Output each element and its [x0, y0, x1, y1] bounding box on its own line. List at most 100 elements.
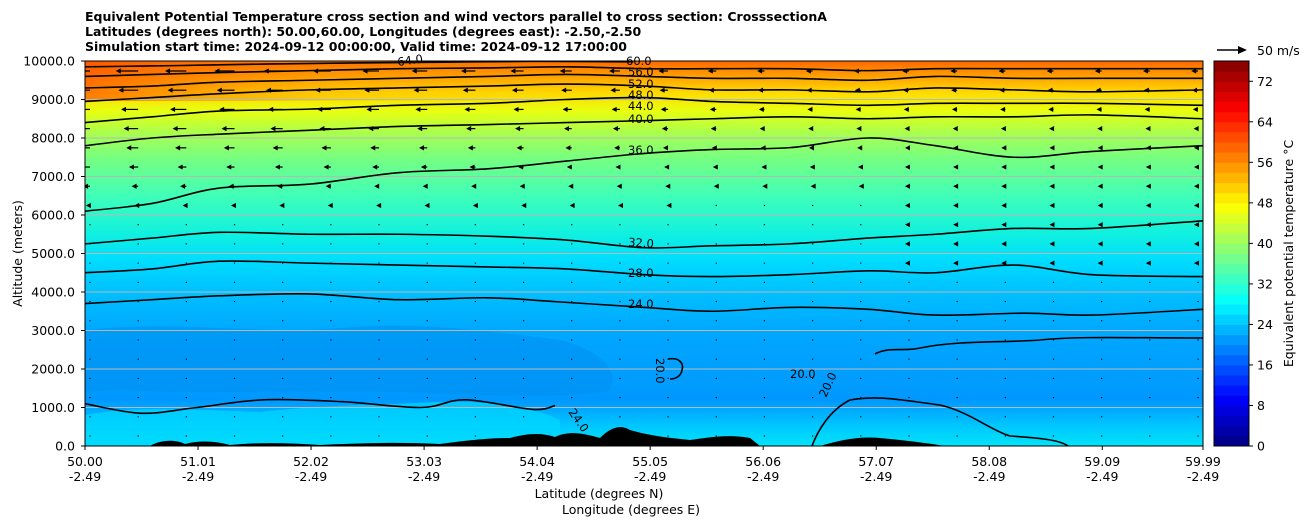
vector-head — [1194, 145, 1199, 151]
vector-dot — [233, 358, 236, 360]
vector-dot — [282, 262, 284, 264]
vector-head — [274, 164, 280, 170]
vector-dot — [1149, 396, 1151, 399]
vector-dot — [1052, 358, 1055, 360]
vector-dot — [1101, 396, 1103, 399]
vector-dot — [282, 377, 284, 379]
vector-dot — [89, 358, 91, 360]
vector-dot — [667, 435, 669, 437]
vector-head — [376, 202, 382, 209]
vector-head — [1049, 183, 1055, 189]
vector-dot — [282, 320, 284, 322]
vector-head — [216, 87, 222, 93]
vector-head — [1046, 68, 1052, 74]
vector-head — [758, 87, 764, 93]
vector-dot — [474, 396, 476, 399]
x-tick-label-lon-53.03: -2.49 — [408, 469, 440, 484]
colorbar-band — [1214, 212, 1249, 224]
vector-dot — [1004, 435, 1006, 437]
vector-dot — [667, 281, 669, 283]
vector-head — [1049, 222, 1055, 228]
vector-dot — [763, 300, 766, 303]
vector-head — [1192, 87, 1198, 93]
vector-head — [515, 126, 521, 132]
vector-head — [856, 126, 862, 132]
vector-head — [1001, 202, 1007, 209]
y-tick-label-3000.0: 3000.0 — [31, 323, 75, 338]
orography — [150, 427, 945, 446]
vector-dot — [812, 224, 814, 226]
vector-dot — [1004, 320, 1006, 322]
vector-head — [75, 126, 80, 131]
vector-head — [313, 68, 319, 74]
vector-head — [214, 68, 220, 74]
vector-dot — [1149, 339, 1151, 341]
vector-head — [1145, 222, 1151, 228]
vector-head — [374, 183, 380, 189]
vector-dot — [619, 262, 621, 264]
vector-head — [1192, 106, 1198, 113]
contour-label-60: 60.0 — [626, 54, 652, 68]
vector-dot — [860, 224, 862, 226]
vector-head — [904, 183, 910, 189]
vector-head — [1194, 241, 1199, 247]
vector-dot — [522, 262, 525, 264]
vector-head — [126, 145, 132, 151]
colorbar-tick-label-48: 48 — [1257, 195, 1273, 210]
vector-head — [708, 87, 714, 93]
vector-dot — [89, 281, 91, 283]
vector-dot — [474, 416, 476, 418]
vector-dot — [330, 435, 332, 437]
vector-head — [1049, 241, 1055, 247]
vector-dot — [908, 435, 910, 437]
vector-dot — [619, 339, 621, 341]
vector-head — [272, 145, 278, 151]
vector-dot — [426, 243, 428, 245]
vector-dot — [89, 396, 91, 399]
vector-dot — [474, 262, 476, 264]
vector-dot — [89, 243, 91, 245]
vector-dot — [715, 262, 717, 264]
vector-head — [1097, 183, 1103, 189]
vector-head — [1047, 87, 1053, 93]
vector-head — [953, 202, 959, 209]
vector-head — [713, 183, 719, 189]
vector-head — [1049, 145, 1055, 151]
vector-head — [904, 222, 910, 228]
vector-head — [1001, 260, 1007, 266]
vector-head — [1097, 126, 1103, 132]
vector-dot — [763, 435, 766, 437]
vector-head — [1145, 126, 1151, 132]
vector-head — [569, 202, 575, 209]
vector-head — [808, 126, 814, 132]
vector-dot — [715, 243, 717, 245]
vector-dot — [185, 300, 187, 303]
vector-head — [1145, 241, 1151, 247]
vector-dot — [233, 377, 236, 379]
vector-dot — [378, 358, 380, 360]
colorbar-band — [1214, 375, 1249, 386]
vector-dot — [1101, 339, 1103, 341]
colorbar-band — [1214, 131, 1249, 143]
vector-head — [170, 106, 176, 113]
vector-head — [411, 68, 417, 74]
vector-head — [165, 68, 171, 74]
vector-dot — [522, 377, 525, 379]
x-tick-label-lat-52.02: 52.02 — [293, 454, 329, 469]
vector-dot — [619, 281, 621, 283]
vector-head — [1049, 202, 1055, 209]
vector-dot — [426, 224, 428, 226]
vector-dot — [426, 262, 428, 264]
vector-head — [85, 202, 91, 209]
vector-dot — [667, 339, 669, 341]
vector-head — [513, 106, 519, 113]
vector-dot — [522, 243, 525, 245]
vector-dot — [763, 224, 766, 226]
vector-dot — [185, 320, 187, 322]
vector-dot — [860, 262, 862, 264]
vector-dot — [1101, 377, 1103, 379]
y-tick-label-2000.0: 2000.0 — [31, 362, 75, 377]
vector-dot — [378, 281, 380, 283]
vector-dot — [763, 377, 766, 379]
vector-dot — [571, 300, 573, 303]
